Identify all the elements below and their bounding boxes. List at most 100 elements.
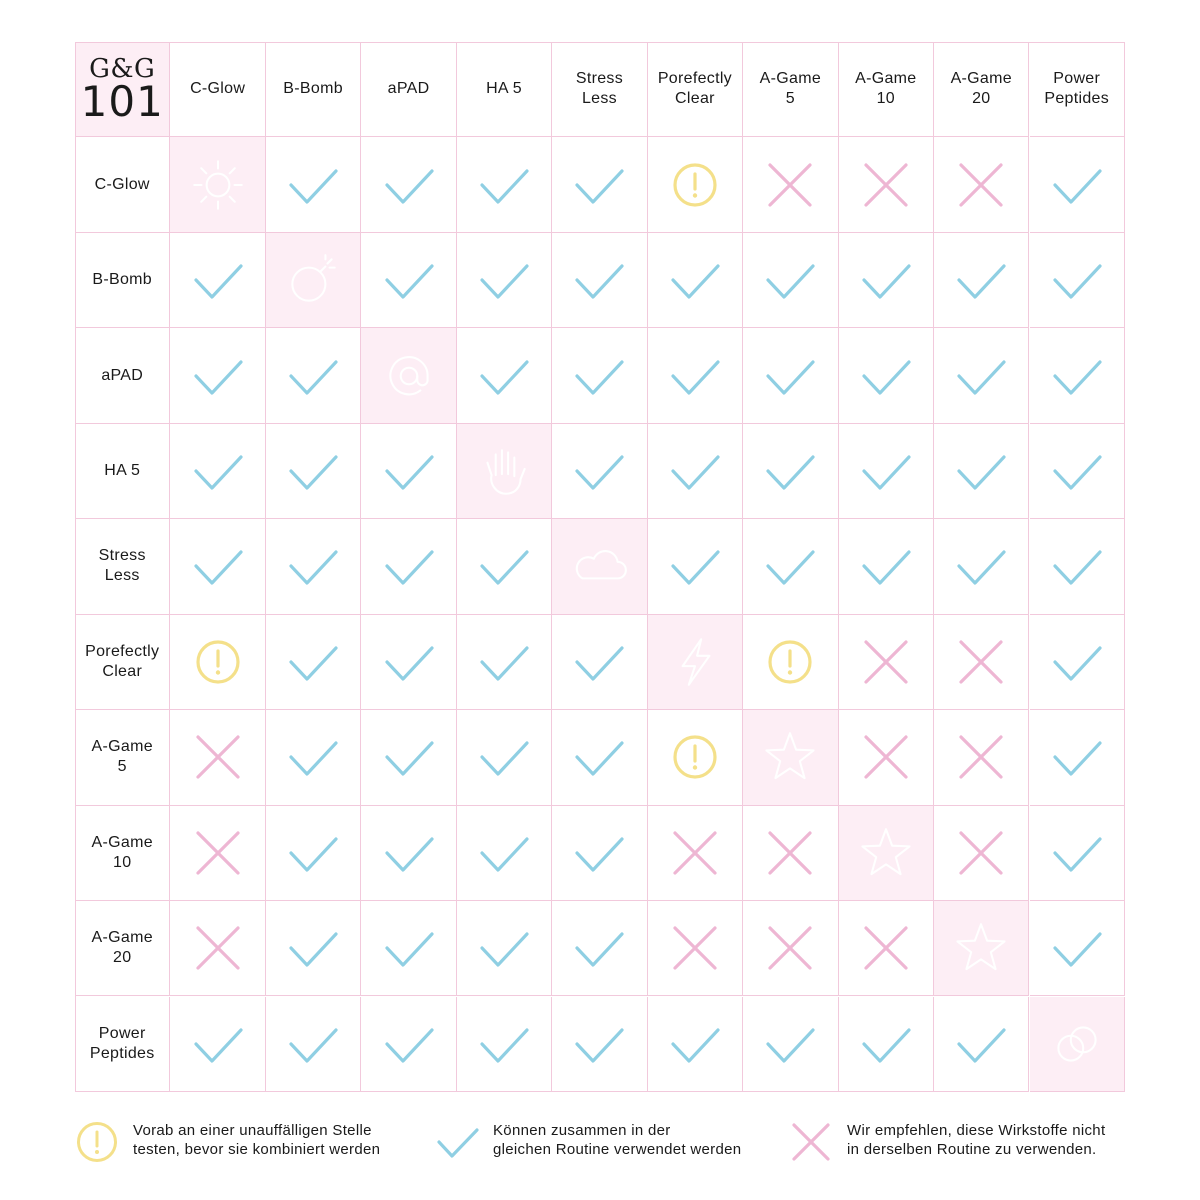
- star-icon: [765, 732, 815, 780]
- cross-icon: [864, 640, 908, 684]
- checkmark-icon: [957, 359, 1006, 395]
- checkmark-icon: [480, 646, 529, 681]
- compat-cell: [1029, 423, 1125, 520]
- compat-cell: [838, 232, 935, 329]
- compat-cell: [552, 805, 648, 902]
- compat-cell: [743, 519, 839, 615]
- checkmark-icon: [289, 169, 338, 204]
- checkmark-icon: [194, 1028, 243, 1063]
- warning-icon: [673, 163, 717, 207]
- diagonal-cell: [934, 901, 1030, 997]
- diagonal-cell: [265, 232, 362, 329]
- row-header: Power Peptides: [75, 996, 171, 1092]
- checkmark-icon: [766, 264, 815, 299]
- compat-cell: [456, 996, 553, 1092]
- compat-cell: [647, 901, 744, 997]
- compat-cell: [1029, 901, 1125, 997]
- logo-line-2: 101: [80, 77, 164, 127]
- checkmark-icon: [289, 455, 338, 490]
- row-header: C-Glow: [75, 137, 171, 233]
- compat-cell: [934, 614, 1030, 711]
- compat-cell: [647, 423, 744, 520]
- checkmark-icon: [862, 359, 911, 395]
- column-header-label: A-Game 10: [855, 70, 917, 108]
- row-header: HA 5: [75, 423, 171, 520]
- compat-cell: [170, 519, 266, 615]
- checkmark-icon: [575, 837, 625, 872]
- compat-cell: [934, 137, 1030, 233]
- compat-cell: [170, 232, 266, 329]
- diagonal-cell: [647, 614, 744, 711]
- diagonal-cell: [1029, 996, 1125, 1092]
- compat-cell: [456, 519, 553, 615]
- row-header-label: HA 5: [104, 462, 141, 480]
- compat-cell: [361, 901, 457, 997]
- compat-cell: [1029, 805, 1125, 902]
- compat-cell: [838, 519, 935, 615]
- compat-cell: [838, 996, 935, 1092]
- compat-cell: [934, 805, 1030, 902]
- diagonal-cell: [552, 519, 648, 615]
- compat-cell: [456, 805, 553, 902]
- compat-cell: [456, 137, 553, 233]
- compat-cell: [647, 710, 744, 806]
- checkmark-icon: [766, 455, 815, 490]
- row-header-label: B-Bomb: [92, 271, 153, 289]
- checkmark-icon: [480, 359, 529, 395]
- compat-cell: [265, 996, 362, 1092]
- row-header: aPAD: [75, 328, 171, 424]
- checkmark-icon: [1053, 455, 1102, 490]
- diagonal-cell: [743, 710, 839, 806]
- compat-cell: [361, 423, 457, 520]
- cloud-icon: [576, 550, 628, 580]
- checkmark-icon: [384, 455, 434, 490]
- column-header-label: HA 5: [486, 80, 522, 98]
- diagonal-cell: [456, 423, 553, 520]
- compat-cell: [1029, 519, 1125, 615]
- warning-icon: [768, 640, 812, 684]
- compat-cell: [647, 519, 744, 615]
- checkmark-icon: [480, 264, 529, 299]
- checkmark-icon: [1053, 359, 1102, 395]
- diagonal-cell: [170, 137, 266, 233]
- cross-icon: [196, 831, 240, 875]
- legend-check-text: Können zusammen in der gleichen Routine …: [493, 1122, 742, 1158]
- column-header: C-Glow: [170, 42, 266, 138]
- compat-cell: [1029, 710, 1125, 806]
- star-icon: [956, 923, 1006, 971]
- column-header: A-Game 5: [743, 42, 839, 138]
- checkmark-icon: [194, 359, 243, 395]
- checkmark-icon: [957, 264, 1006, 299]
- compat-cell: [170, 328, 266, 424]
- warning-icon: [77, 1122, 117, 1162]
- legend: Vorab an einer unauffälligen Stelle test…: [75, 1115, 1125, 1175]
- compat-cell: [934, 232, 1030, 329]
- compat-cell: [361, 137, 457, 233]
- diagonal-cell: [838, 805, 935, 902]
- checkmark-icon: [480, 837, 529, 872]
- legend-warn-text: Vorab an einer unauffälligen Stelle test…: [133, 1122, 381, 1158]
- compat-cell: [934, 519, 1030, 615]
- checkmark-icon: [1053, 837, 1102, 872]
- compat-cell: [361, 614, 457, 711]
- compat-cell: [265, 614, 362, 711]
- row-header-label: Stress Less: [98, 547, 146, 585]
- compat-cell: [265, 710, 362, 806]
- checkmark-icon: [862, 264, 911, 299]
- star-icon: [861, 828, 911, 875]
- legend-item-check: Können zusammen in der gleichen Routine …: [435, 1115, 741, 1175]
- checkmark-icon: [480, 550, 529, 586]
- checkmark-icon: [671, 264, 720, 299]
- cross-icon: [959, 163, 1003, 207]
- compat-cell: [456, 328, 553, 424]
- compat-cell: [170, 901, 266, 997]
- row-header-label: A-Game 20: [91, 929, 153, 967]
- cross-icon: [196, 926, 240, 970]
- checkmark-icon: [289, 550, 338, 586]
- compat-cell: [1029, 328, 1125, 424]
- column-header: Power Peptides: [1029, 42, 1125, 138]
- compat-cell: [743, 901, 839, 997]
- compat-cell: [552, 614, 648, 711]
- column-header-label: A-Game 5: [759, 70, 822, 108]
- checkmark-icon: [384, 550, 434, 586]
